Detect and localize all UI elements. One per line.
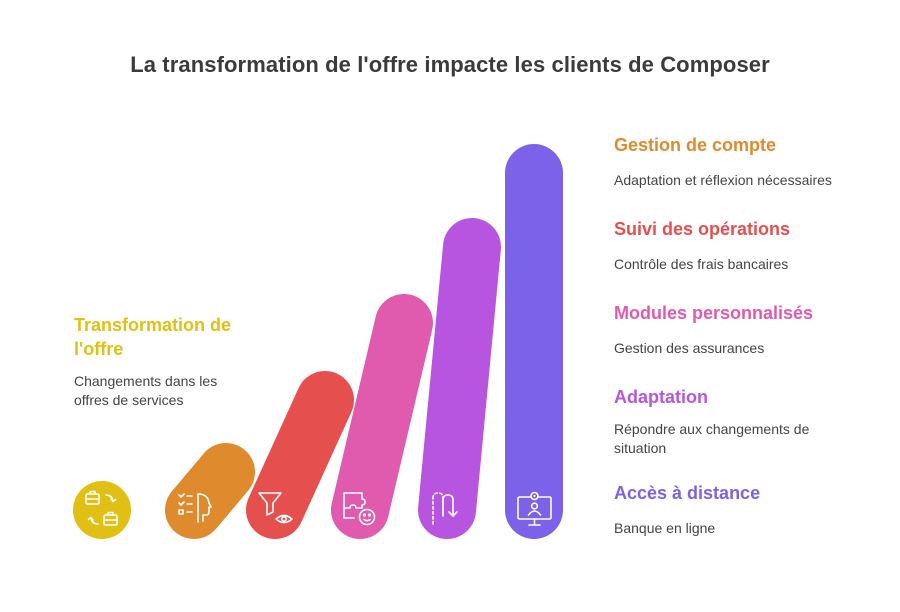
remote-monitor-icon [517,491,552,526]
item-heading-acces-a-distance: Accès à distance [614,483,761,503]
path-arrow-icon [432,492,458,525]
bar-modules-personnalises [331,294,433,539]
diagram-title: La transformation de l'offre impacte les… [130,52,770,77]
left-circle [73,481,131,539]
item-description-adaptation: Répondre aux changements de situation [614,421,810,456]
bar-acces-a-distance [505,144,563,539]
item-heading-suivi-des-operations: Suivi des opérations [614,219,791,239]
item-description-acces-a-distance: Banque en ligne [614,520,716,536]
bar-suivi-des-operations [246,371,354,539]
filter-eye-icon [258,492,293,524]
bar-adaptation [418,218,501,539]
puzzle-face-icon [343,492,376,526]
item-description-suivi-des-operations: Contrôle des frais bancaires [614,256,789,272]
checklist-head-icon [178,493,212,523]
item-heading-gestion-de-compte: Gestion de compte [614,135,777,155]
item-heading-modules-personnalises: Modules personnalisés [614,303,814,323]
left-description: Changements dans les offres de services [74,373,218,408]
item-description-modules-personnalises: Gestion des assurances [614,340,765,356]
item-heading-adaptation: Adaptation [614,387,708,407]
left-heading: Transformation de l'offre [74,315,232,359]
item-description-gestion-de-compte: Adaptation et réflexion nécessaires [614,172,832,188]
briefcase-exchange-icon [85,490,118,526]
bar-gestion-de-compte [165,443,255,539]
